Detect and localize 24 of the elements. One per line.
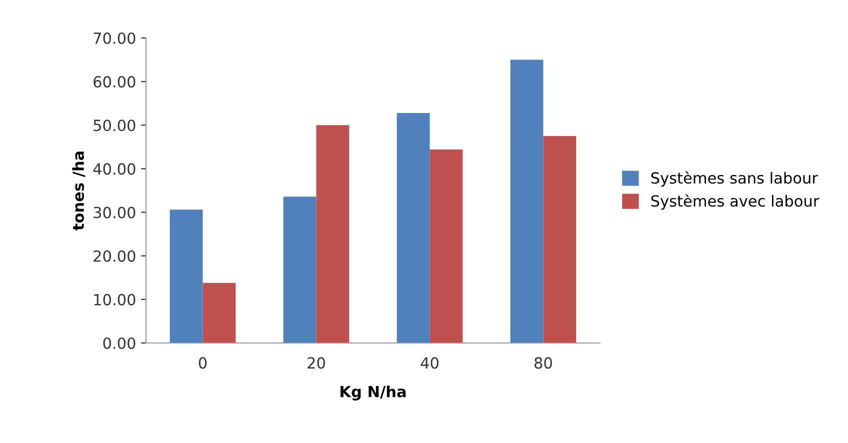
bar <box>543 136 576 343</box>
bar <box>396 112 430 343</box>
bar <box>202 282 236 343</box>
bar <box>510 60 544 343</box>
bar <box>430 150 463 343</box>
x-tick-label: 80 <box>534 357 552 369</box>
y-tick-label: 70.00 <box>94 32 136 44</box>
y-tick-label: 10.00 <box>94 294 136 306</box>
y-tick-label: 0.00 <box>103 337 136 350</box>
x-tick-label: 40 <box>420 357 438 369</box>
x-tick-label: 20 <box>308 357 325 369</box>
bar <box>316 125 350 343</box>
y-tick-label: 40.00 <box>93 163 136 175</box>
y-tick-label: 60.00 <box>94 76 136 88</box>
legend-label: Systèmes avec labour <box>651 194 820 210</box>
bar <box>283 196 316 343</box>
legend-label: Systèmes sans labour <box>651 171 818 187</box>
y-tick-label: 20.00 <box>94 250 136 262</box>
y-tick-label: 50.00 <box>94 120 136 132</box>
x-axis-title: Kg N/ha <box>340 386 406 400</box>
bar <box>170 210 203 343</box>
y-axis-title: tones /ha <box>72 152 86 230</box>
x-tick-label: 0 <box>198 357 207 369</box>
y-tick-label: 30.00 <box>94 206 136 218</box>
